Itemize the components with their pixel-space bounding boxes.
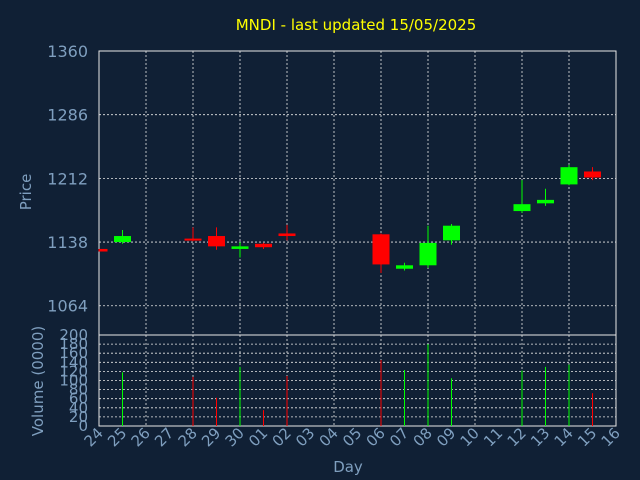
candle-body <box>584 171 601 178</box>
volume-tick-label: 60 <box>69 390 88 408</box>
volume-axis-label: Volume (0000) <box>29 326 47 436</box>
candle-body <box>560 167 578 185</box>
chart-title: MNDI - last updated 15/05/2025 <box>236 16 477 34</box>
candle-08 <box>419 225 437 268</box>
candle-body <box>99 248 108 252</box>
candle-body <box>208 236 225 247</box>
price-tick-label: 1212 <box>47 169 88 188</box>
candle-body <box>372 234 390 265</box>
volume-tick-label: 180 <box>59 335 88 353</box>
candle-body <box>231 246 249 249</box>
candle-29 <box>208 227 225 250</box>
candle-01 <box>255 242 272 249</box>
price-axis-label: Price <box>17 174 35 211</box>
candle-28 <box>184 227 202 242</box>
price-tick-label: 1138 <box>47 233 88 252</box>
candle-body <box>184 238 202 241</box>
candle-body <box>419 242 437 266</box>
candle-body <box>114 236 131 243</box>
volume-tick-label: 120 <box>59 362 88 380</box>
x-axis-label: Day <box>333 458 363 476</box>
volume-tick-label: 80 <box>69 381 88 399</box>
candle-13 <box>537 188 554 206</box>
price-tick-label: 1064 <box>47 297 88 316</box>
volume-tick-label: 160 <box>59 344 88 362</box>
candle-body <box>443 225 460 241</box>
candle-body <box>396 265 413 269</box>
candle-24 <box>98 248 108 252</box>
data-marks <box>98 164 601 426</box>
volume-tick-label: 0 <box>78 417 88 435</box>
candle-body <box>513 204 531 212</box>
candle-body <box>537 199 554 204</box>
candle-25 <box>114 230 131 244</box>
candle-09 <box>443 223 460 245</box>
volume-tick-label: 20 <box>69 408 88 426</box>
candle-12 <box>513 180 531 213</box>
volume-tick-label: 40 <box>69 399 88 417</box>
candle-14 <box>560 164 578 186</box>
candle-02 <box>278 224 296 241</box>
volume-tick-label: 100 <box>59 372 88 390</box>
candle-30 <box>231 242 249 258</box>
candle-07 <box>396 262 413 271</box>
price-tick-label: 1360 <box>47 42 88 61</box>
candle-06 <box>372 233 390 274</box>
candle-body <box>255 243 272 248</box>
volume-tick-label: 200 <box>59 326 88 344</box>
volume-tick-label: 140 <box>59 353 88 371</box>
candle-body <box>278 233 296 237</box>
candle-15 <box>584 167 601 181</box>
price-tick-label: 1286 <box>47 106 88 125</box>
